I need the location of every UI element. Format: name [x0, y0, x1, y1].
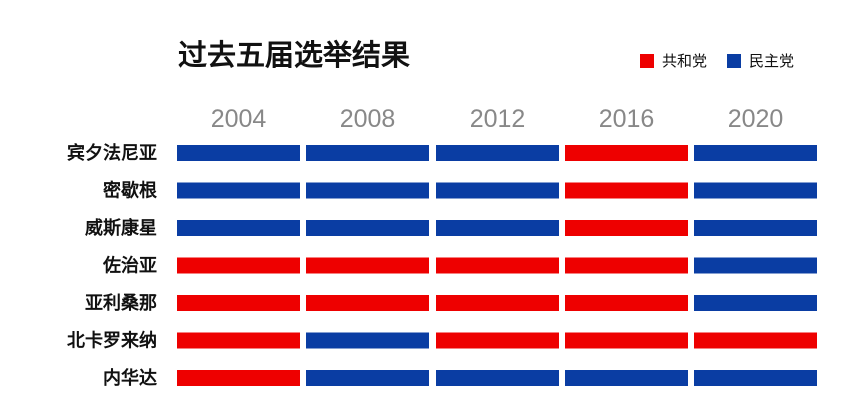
result-cell — [565, 145, 688, 161]
result-cell — [436, 220, 559, 236]
column-header-year: 2020 — [728, 105, 784, 133]
row-label-state: 亚利桑那 — [85, 292, 157, 314]
legend-label-democrat: 民主党 — [749, 52, 795, 70]
result-cell — [694, 145, 817, 161]
result-cell — [436, 257, 559, 274]
result-cell — [565, 182, 688, 199]
result-cell — [694, 332, 817, 349]
result-cell — [565, 220, 688, 236]
result-cell — [306, 145, 429, 161]
row-label-state: 宾夕法尼亚 — [67, 142, 157, 164]
result-cell — [436, 332, 559, 349]
result-cell — [694, 182, 817, 199]
result-cell — [306, 295, 429, 311]
column-header-year: 2004 — [211, 105, 267, 133]
result-cell — [694, 370, 817, 386]
result-cell — [694, 257, 817, 274]
result-cell — [436, 295, 559, 311]
result-cell — [177, 145, 300, 161]
legend-item-democrat: 民主党 — [727, 50, 794, 71]
result-cell — [306, 332, 429, 349]
result-cell — [565, 370, 688, 386]
result-cell — [436, 370, 559, 386]
chart-title: 过去五届选举结果 — [178, 38, 411, 72]
legend-label-republican: 共和党 — [662, 52, 708, 70]
row-label-state: 佐治亚 — [102, 255, 157, 277]
legend-swatch-democrat — [727, 53, 742, 68]
result-cell — [436, 182, 559, 199]
result-cell — [306, 257, 429, 274]
result-cell — [436, 145, 559, 161]
result-cell — [177, 332, 300, 349]
result-cell — [177, 257, 300, 274]
result-cell — [177, 182, 300, 199]
row-label-state: 密歇根 — [103, 180, 157, 202]
column-header-year: 2008 — [340, 105, 396, 133]
row-label-state: 内华达 — [103, 367, 157, 389]
column-header-year: 2012 — [470, 105, 526, 133]
legend-swatch-republican — [640, 53, 654, 68]
result-cell — [694, 220, 817, 236]
result-cell — [177, 220, 300, 236]
result-cell — [306, 370, 429, 386]
result-cell — [177, 295, 300, 311]
result-cell — [565, 295, 688, 311]
legend-item-republican: 共和党 — [640, 50, 707, 71]
result-cell — [306, 220, 429, 236]
result-cell — [177, 370, 300, 386]
result-cell — [306, 182, 429, 199]
result-cell — [565, 332, 688, 349]
result-cell — [565, 257, 688, 274]
row-label-state: 北卡罗来纳 — [67, 330, 157, 352]
row-label-state: 威斯康星 — [85, 217, 157, 239]
result-cell — [694, 295, 817, 311]
legend: 共和党 民主党 — [640, 50, 794, 71]
column-header-year: 2016 — [599, 105, 655, 133]
